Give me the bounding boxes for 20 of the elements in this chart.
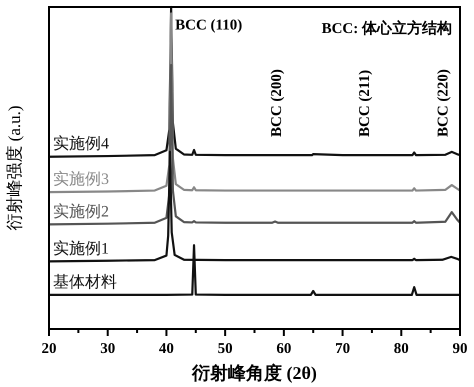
x-tick-label: 80 [394, 341, 409, 357]
series-label: 实施例1 [53, 239, 109, 258]
annotation: BCC: 体心立方结构 [322, 19, 452, 37]
annotation: BCC (200) [269, 69, 286, 137]
x-tick-label: 20 [42, 341, 56, 357]
x-tick-label: 30 [100, 341, 116, 357]
series-label: 实施例2 [53, 202, 109, 220]
x-tick-label: 40 [158, 341, 174, 357]
annotation: BCC (220) [436, 69, 452, 137]
x-tick-label: 70 [335, 341, 350, 357]
x-tick-label: 60 [276, 341, 292, 357]
y-axis-title: 衍射峰强度 (a.u.) [5, 105, 24, 231]
series-label: 基体材料 [53, 272, 117, 291]
x-tick-label: 50 [218, 341, 233, 357]
annotation: BCC (110) [175, 18, 242, 34]
series-label: 实施例4 [53, 134, 109, 153]
x-axis-title: 衍射峰角度 (2θ) [191, 363, 317, 383]
x-tick-label: 90 [452, 341, 468, 357]
annotation: BCC (211) [356, 70, 373, 137]
series-label: 实施例3 [53, 170, 109, 188]
